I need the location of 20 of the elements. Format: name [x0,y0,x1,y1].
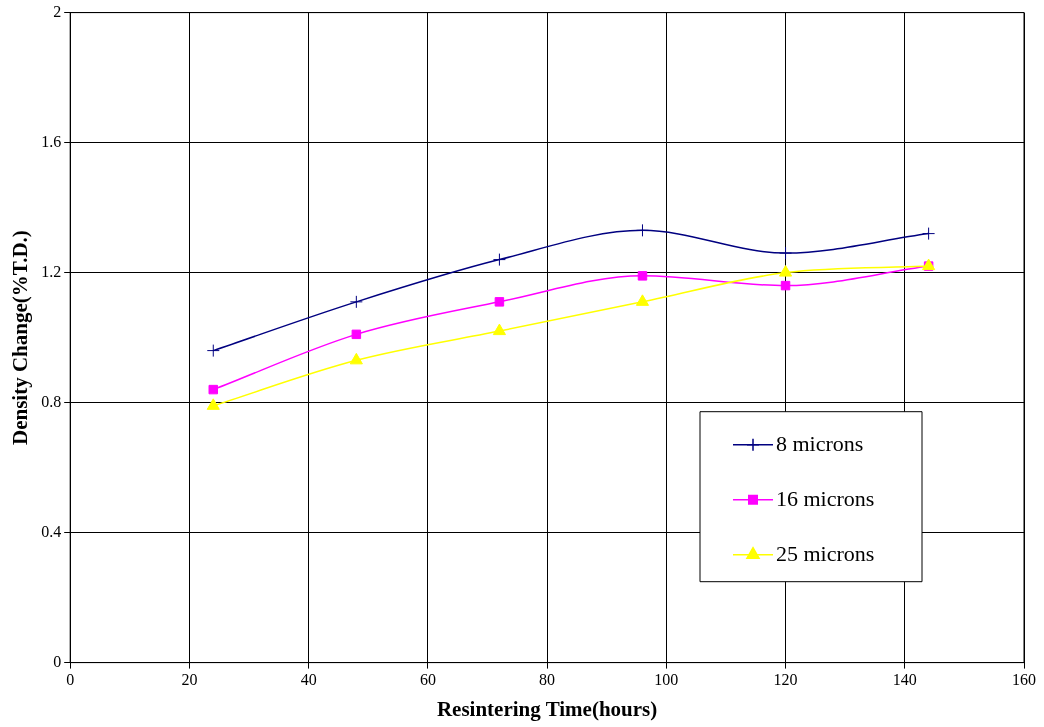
legend-label: 8 microns [776,431,864,457]
x-tick-label: 160 [1012,671,1036,689]
x-tick-label: 40 [300,671,317,689]
y-axis-title: Density Change(%T.D.) [8,230,33,446]
x-tick-label: 0 [66,671,75,689]
legend-label: 16 microns [776,486,875,512]
y-tick-label: 1.6 [41,132,62,150]
y-tick-label: 1.2 [41,262,62,280]
x-tick-label: 100 [654,671,679,689]
x-tick-label: 20 [181,671,198,689]
y-tick-label: 0.8 [41,392,62,410]
legend-label: 25 microns [776,541,875,567]
x-tick-label: 60 [419,671,436,689]
y-tick-label: 2 [53,2,62,20]
y-tick-label: 0.4 [41,522,62,540]
x-tick-label: 140 [892,671,917,689]
x-axis-title: Resintering Time(hours) [436,696,658,721]
x-tick-label: 120 [773,671,798,689]
x-tick-label: 80 [539,671,556,689]
y-tick-label: 0 [53,652,62,670]
